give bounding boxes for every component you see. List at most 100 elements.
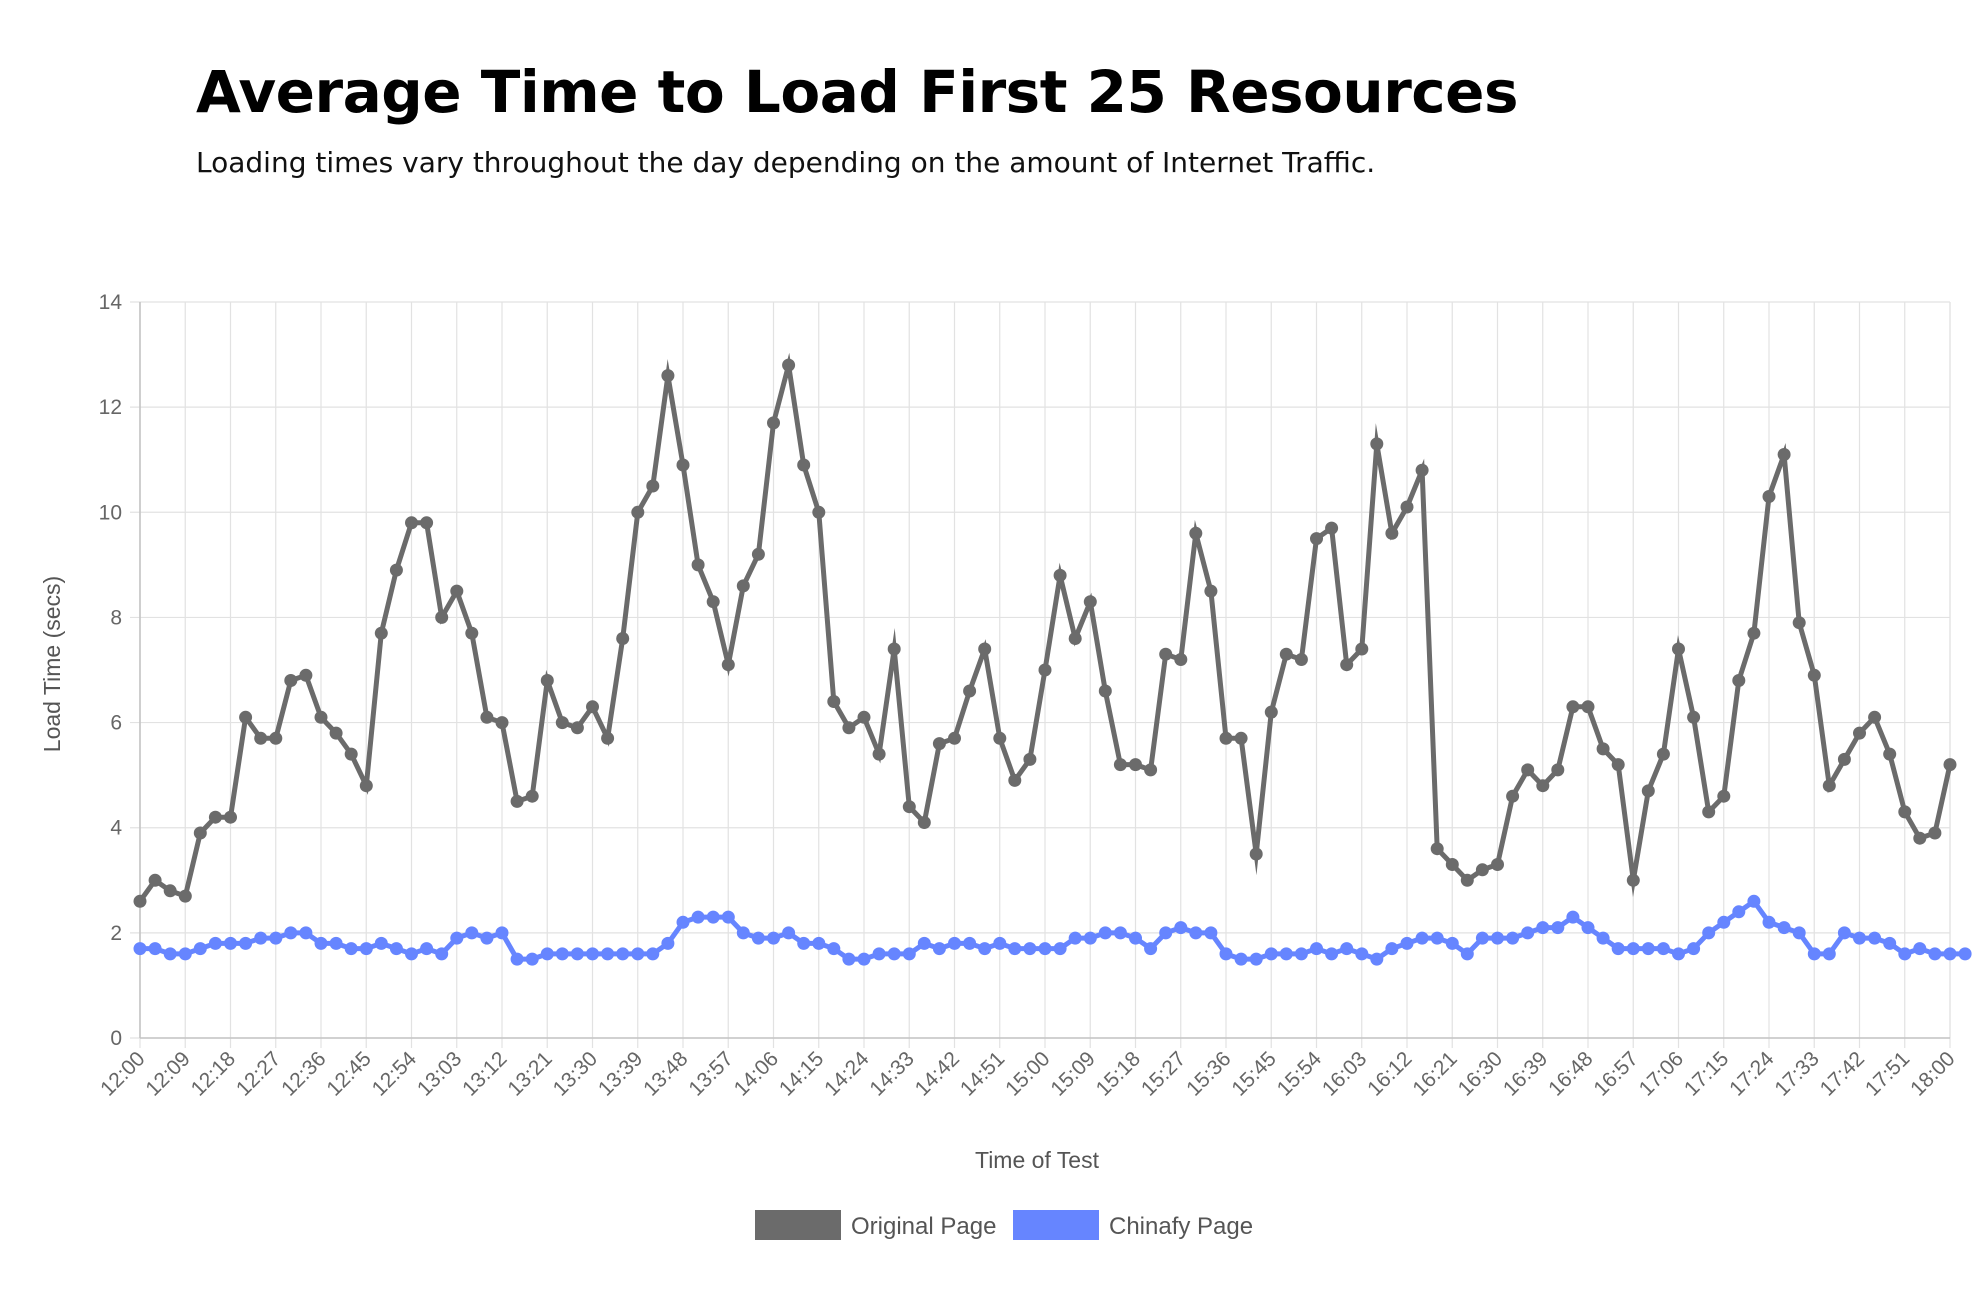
chinafy-page-point xyxy=(1551,921,1565,935)
original-page-point xyxy=(1083,595,1097,609)
original-page-point xyxy=(299,668,313,682)
chinafy-page-point xyxy=(495,926,509,940)
chinafy-page-point xyxy=(1340,942,1354,956)
original-page-point xyxy=(1656,747,1670,761)
original-page-point xyxy=(917,816,931,829)
original-page-point xyxy=(1264,705,1278,719)
x-tick-label: 13:48 xyxy=(639,1047,692,1100)
original-page-point xyxy=(1868,710,1882,724)
original-page-point xyxy=(1098,684,1112,698)
original-page-point xyxy=(1898,805,1912,819)
y-axis-title: Load Time (secs) xyxy=(39,576,65,752)
original-page-point xyxy=(1762,490,1776,503)
original-page-point xyxy=(1219,731,1233,745)
original-page-point xyxy=(1008,773,1022,787)
original-page-point xyxy=(374,626,388,640)
chinafy-page-point xyxy=(1913,942,1927,956)
chinafy-page-point xyxy=(1596,931,1610,945)
chinafy-page-point xyxy=(133,942,147,956)
chinafy-page-point xyxy=(254,931,268,945)
original-page-point xyxy=(1551,763,1565,777)
x-tick-label: 14:24 xyxy=(820,1047,874,1101)
chinafy-page-point xyxy=(1656,942,1670,956)
chinafy-page-point xyxy=(1853,931,1866,945)
x-tick-label: 14:33 xyxy=(865,1047,918,1100)
original-page-point xyxy=(872,747,886,761)
chinafy-page-point xyxy=(1762,915,1776,929)
chinafy-page-point xyxy=(1868,931,1882,945)
original-page-point xyxy=(1672,642,1685,656)
x-tick-label: 12:09 xyxy=(141,1047,194,1100)
original-page-point xyxy=(1189,526,1203,540)
chinafy-page-point xyxy=(767,931,780,945)
x-tick-label: 17:06 xyxy=(1635,1047,1688,1100)
original-page-point xyxy=(314,710,328,724)
chinafy-page-point xyxy=(1777,921,1791,935)
chinafy-page-point xyxy=(1687,942,1701,956)
x-tick-label: 16:21 xyxy=(1408,1047,1461,1100)
chinafy-page-point xyxy=(1415,931,1429,945)
x-tick-label: 13:30 xyxy=(549,1047,602,1100)
chinafy-page-point xyxy=(1129,931,1142,945)
x-axis-title: Time of Test xyxy=(975,1147,1100,1173)
original-page-point xyxy=(1279,647,1293,661)
chinafy-page-point xyxy=(178,947,192,961)
x-tick-label: 17:33 xyxy=(1770,1047,1823,1100)
original-page-point xyxy=(842,721,856,735)
original-page-point xyxy=(405,516,418,530)
original-page-point xyxy=(1581,700,1595,714)
chinafy-page-point xyxy=(1204,926,1218,940)
original-page-point xyxy=(857,710,871,724)
original-page-point xyxy=(1883,747,1897,761)
original-page-point xyxy=(1506,789,1520,803)
chinafy-page-point xyxy=(1400,936,1414,950)
chinafy-page-point xyxy=(978,942,992,956)
chinafy-page-point xyxy=(993,936,1007,950)
original-page-point xyxy=(1129,758,1142,772)
legend: Original Page Chinafy Page xyxy=(755,1210,1253,1240)
original-page-point xyxy=(510,794,524,808)
chinafy-page-point xyxy=(616,947,630,961)
chinafy-page-point xyxy=(1189,926,1203,940)
chart-title: Average Time to Load First 25 Resources xyxy=(196,58,1519,126)
x-tick-label: 16:39 xyxy=(1499,1047,1552,1100)
original-page-point xyxy=(1641,784,1655,798)
original-page-point xyxy=(1430,842,1444,856)
original-page-point xyxy=(1400,500,1414,514)
chinafy-page-point xyxy=(1053,942,1067,956)
chinafy-page-point xyxy=(1430,931,1444,945)
x-tick-label: 13:12 xyxy=(458,1047,511,1100)
original-page-point xyxy=(586,700,599,714)
chinafy-page-point xyxy=(706,910,720,924)
chinafy-page-point xyxy=(374,936,388,950)
chinafy-page-point xyxy=(1672,947,1685,961)
chinafy-page-point xyxy=(1445,936,1459,950)
x-tick-label: 18:00 xyxy=(1906,1047,1959,1100)
original-page-point xyxy=(963,684,977,698)
chinafy-page-point xyxy=(691,910,705,924)
original-page-point xyxy=(1928,826,1942,840)
x-tick-label: 12:00 xyxy=(96,1047,149,1100)
x-tick-label: 15:36 xyxy=(1182,1047,1235,1100)
original-page-point xyxy=(1355,642,1369,656)
chinafy-page-point xyxy=(299,926,313,940)
chinafy-page-point xyxy=(465,926,479,940)
chinafy-page-point xyxy=(1807,947,1821,961)
chinafy-page-point xyxy=(1581,921,1595,935)
original-page-point xyxy=(1837,752,1851,766)
x-tick-label: 12:18 xyxy=(187,1047,240,1100)
chinafy-page-point xyxy=(1626,942,1640,956)
chinafy-page-point xyxy=(586,947,599,961)
original-page-point xyxy=(495,716,509,730)
chinafy-page-point xyxy=(148,942,162,956)
original-page-point xyxy=(540,674,554,687)
x-tick-label: 17:42 xyxy=(1816,1047,1869,1100)
x-tick-label: 12:27 xyxy=(232,1047,285,1100)
chinafy-page-legend-swatch xyxy=(1013,1210,1099,1240)
original-page-point xyxy=(1460,873,1474,887)
chinafy-page-point xyxy=(601,947,615,961)
original-page-point xyxy=(948,731,961,745)
chinafy-page-point xyxy=(510,952,524,966)
original-page-point xyxy=(902,800,916,814)
original-page-point xyxy=(208,810,222,824)
